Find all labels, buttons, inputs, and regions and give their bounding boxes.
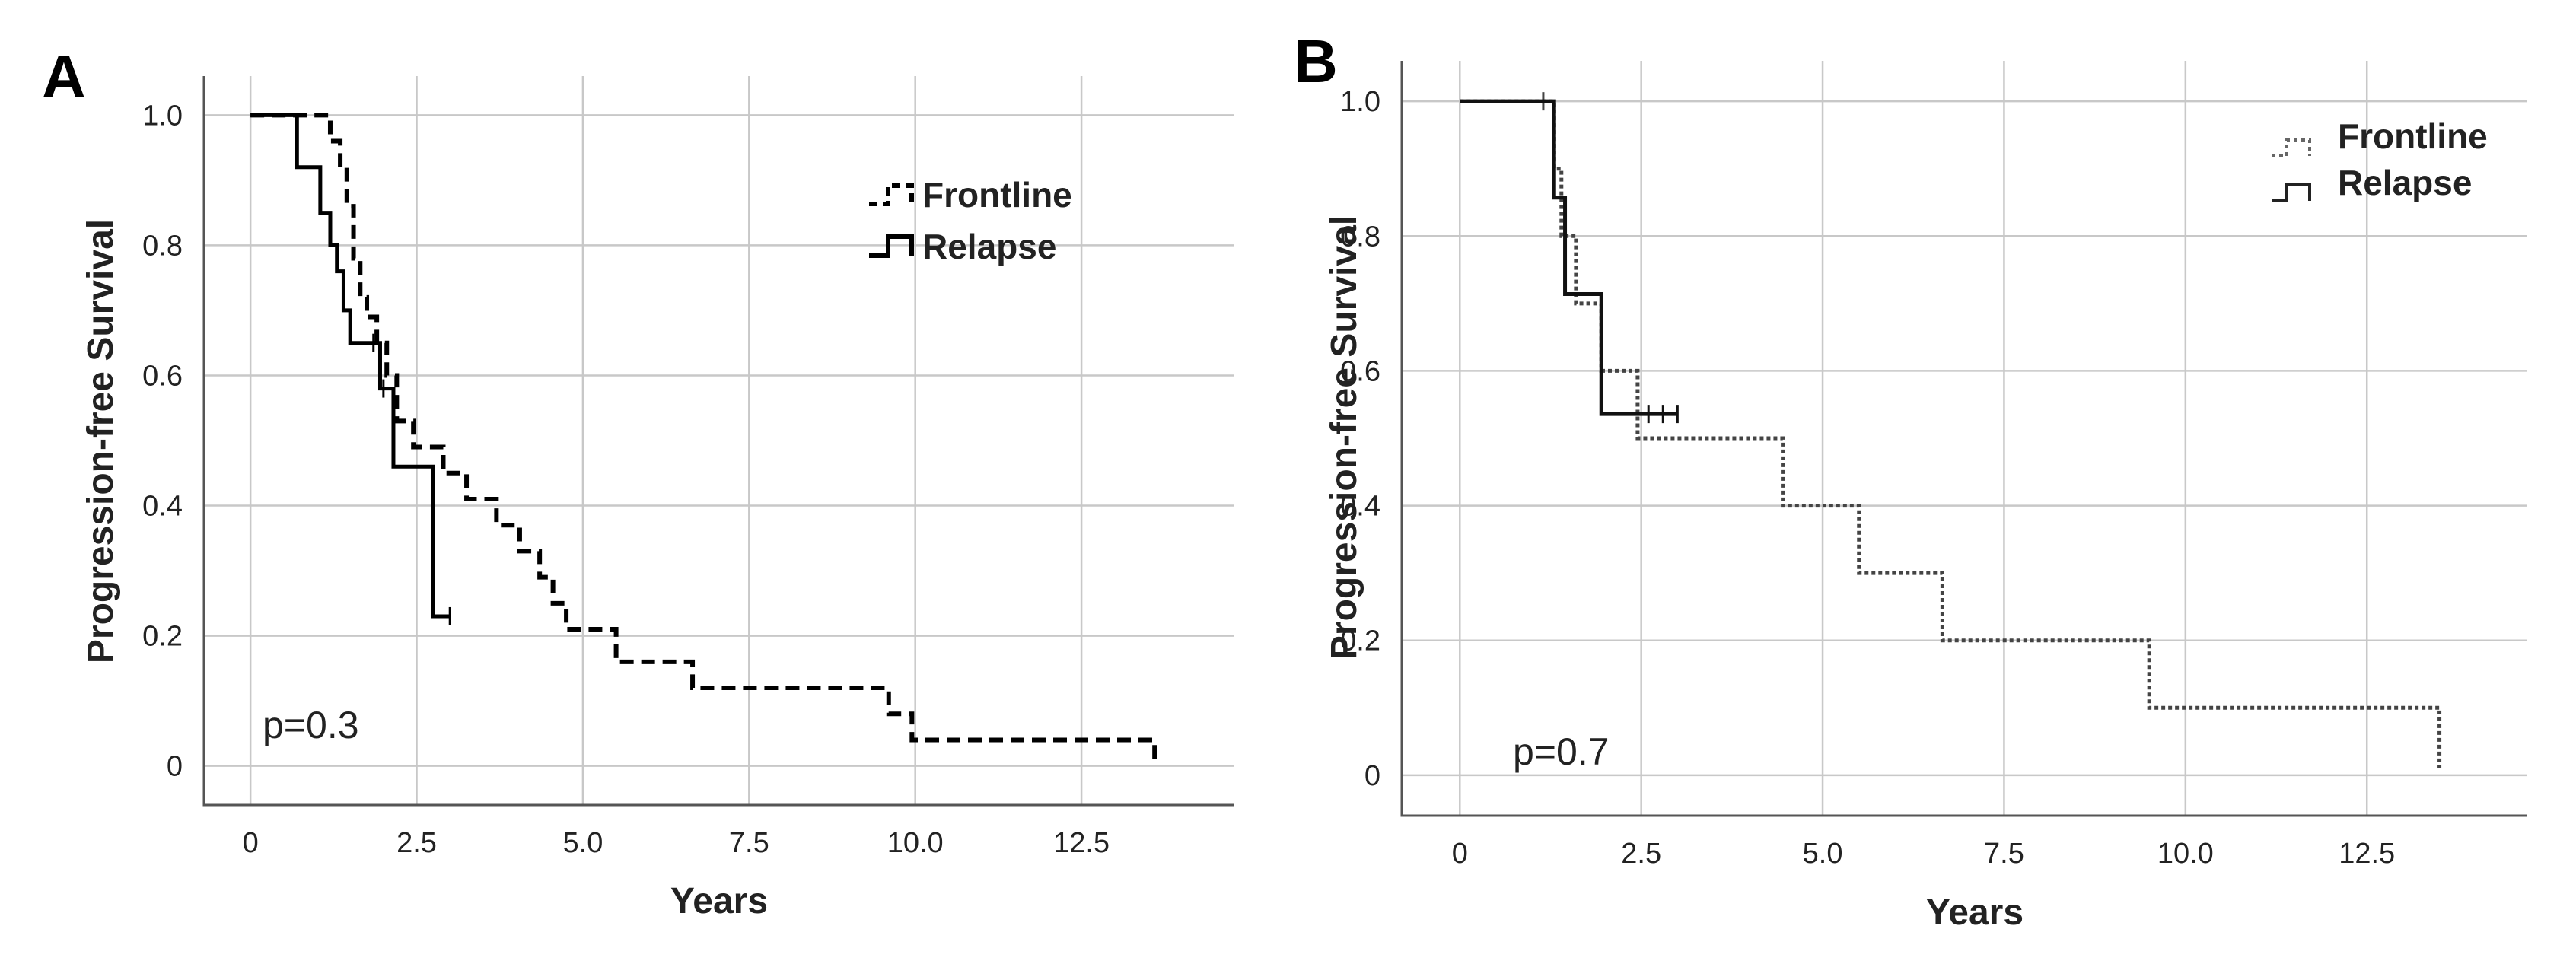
legend-swatch-frontline [2272,138,2311,157]
y-tick-labels: 0 0.2 0.4 0.6 0.8 1.0 [142,100,183,782]
legend-label-relapse: Relapse [2338,163,2472,202]
legend-swatch-relapse [869,234,914,258]
y-tick-label: 0.8 [1340,221,1380,253]
survival-curves [250,113,1157,760]
x-tick-label: 10.0 [2157,838,2214,870]
y-tick-label: 0 [1364,760,1380,792]
panel-b: B 0 0.2 0.4 0.6 0.8 1.0 0 2.5 5.0 7.5 10.0 12.5 Ye… [1294,27,2527,933]
y-axis-label: Progression-free Survival [81,219,121,663]
panel-label: A [42,43,86,110]
gridlines [204,76,1234,805]
curve-relapse [250,113,451,619]
legend-swatch-frontline [869,183,914,206]
legend-label-relapse: Relapse [922,227,1056,266]
x-tick-label: 0 [1452,838,1468,870]
x-tick-label: 2.5 [396,827,437,859]
legend-swatch-relapse [2272,183,2311,202]
y-tick-label: 1.0 [1340,86,1380,118]
curve-frontline [250,113,1157,760]
y-tick-label: 0.4 [142,491,183,523]
y-axis-label: Progression-free Survival [1324,215,1364,660]
x-tick-label: 7.5 [729,827,769,859]
legend: Frontline Relapse [2272,116,2488,202]
x-tick-label: 5.0 [563,827,603,859]
x-tick-label: 5.0 [1803,838,1843,870]
y-tick-label: 0.8 [142,230,183,262]
y-tick-label: 0.6 [142,360,183,392]
y-tick-label: 0.2 [142,621,183,653]
panel-label: B [1294,27,1338,95]
curve-frontline [1460,99,2442,768]
x-tick-label: 0 [243,827,259,859]
legend-label-frontline: Frontline [922,175,1072,215]
x-axis-label: Years [670,881,768,921]
x-tick-label: 12.5 [2339,838,2395,870]
y-tick-label: 0.6 [1340,355,1380,387]
axis-frame [1400,61,2527,817]
legend: Frontline Relapse [869,175,1072,266]
p-value-annotation: p=0.7 [1513,730,1610,773]
x-tick-label: 2.5 [1621,838,1661,870]
y-tick-label: 0.2 [1340,625,1380,657]
x-tick-label: 12.5 [1053,827,1110,859]
x-tick-labels: 0 2.5 5.0 7.5 10.0 12.5 [1452,838,2395,870]
y-tick-labels: 0 0.2 0.4 0.6 0.8 1.0 [1340,86,1380,792]
x-tick-label: 7.5 [1984,838,2024,870]
x-axis-label: Years [1926,892,2024,933]
survival-curves [1460,92,2442,768]
p-value-annotation: p=0.3 [263,704,359,746]
legend-label-frontline: Frontline [2338,116,2488,156]
y-tick-label: 1.0 [142,100,183,132]
x-tick-label: 10.0 [887,827,944,859]
y-tick-label: 0 [167,751,183,783]
curve-relapse [1460,99,1678,416]
x-tick-labels: 0 2.5 5.0 7.5 10.0 12.5 [243,827,1110,859]
panel-a: A 0 0.2 0.4 0.6 0.8 1.0 0 2.5 5.0 7.5 10.0 12.5 Ye… [42,43,1234,921]
axis-frame [202,76,1234,807]
y-tick-label: 0.4 [1340,491,1380,523]
